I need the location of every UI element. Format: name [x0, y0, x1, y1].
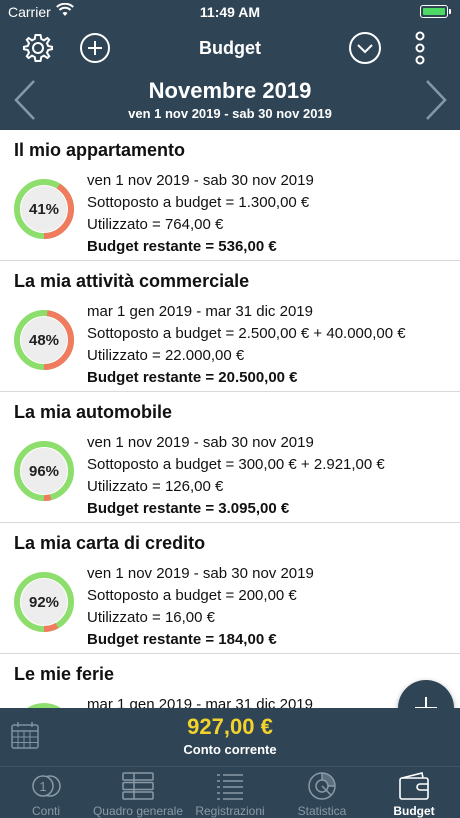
budget-budgeted: Sottoposto a budget = 2.500,00 € + 40.00… [87, 325, 406, 342]
budget-card[interactable]: Le mie ferie mar 1 gen 2019 - mar 31 dic… [0, 654, 460, 708]
app-header: Carrier 11:49 AM Budget [0, 0, 460, 130]
budget-remaining: Budget restante = 3.095,00 € [87, 500, 290, 517]
budget-progress-ring [14, 179, 74, 239]
budget-card[interactable]: La mia automobile 96% ven 1 nov 2019 - s… [0, 392, 460, 523]
chevron-left-icon[interactable] [10, 78, 40, 122]
tab-budget[interactable]: Budget [368, 767, 460, 818]
budget-card[interactable]: La mia attività commerciale 48% mar 1 ge… [0, 261, 460, 392]
budget-progress-ring [14, 310, 74, 370]
period-range: ven 1 nov 2019 - sab 30 nov 2019 [128, 106, 332, 121]
budget-budgeted: Sottoposto a budget = 1.300,00 € [87, 194, 310, 211]
budget-card[interactable]: Il mio appartamento 41% ven 1 nov 2019 -… [0, 130, 460, 261]
ring-center [21, 186, 67, 232]
budget-remaining: Budget restante = 536,00 € [87, 238, 277, 255]
budget-dates: ven 1 nov 2019 - sab 30 nov 2019 [87, 434, 314, 451]
tab-conti[interactable]: 1 Conti [0, 767, 92, 818]
period-title: Novembre 2019 [148, 78, 312, 103]
wallet-icon [399, 772, 429, 800]
ring-used-arc [14, 310, 74, 370]
status-bar: Carrier 11:49 AM [0, 0, 460, 24]
ring-remaining-arc [27, 703, 61, 708]
budget-used: Utilizzato = 22.000,00 € [87, 347, 245, 364]
tab-label: Budget [393, 804, 435, 818]
tab-label: Registrazioni [195, 804, 265, 818]
wifi-icon [56, 3, 74, 16]
ring-used-arc [14, 572, 74, 632]
budget-budgeted: Sottoposto a budget = 200,00 € [87, 587, 297, 604]
pie-chart-icon [308, 772, 336, 800]
tab-statistica[interactable]: Statistica [276, 767, 368, 818]
budget-name: La mia carta di credito [14, 533, 206, 553]
clock: 11:49 AM [199, 4, 261, 20]
ring-center [21, 317, 67, 363]
budget-progress-ring [14, 572, 74, 632]
budget-remaining: Budget restante = 184,00 € [87, 631, 277, 648]
budget-card[interactable]: La mia carta di credito 92% ven 1 nov 20… [0, 523, 460, 654]
account-bar[interactable]: 927,00 € Conto corrente [0, 708, 460, 766]
chevron-down-circle-button[interactable] [347, 30, 383, 66]
ring-used-arc [14, 179, 74, 239]
ring-used-arc [14, 441, 74, 501]
budget-name: La mia attività commerciale [14, 271, 250, 291]
budget-used: Utilizzato = 126,00 € [87, 478, 224, 495]
account-balance: 927,00 € [187, 714, 273, 739]
budget-percent: 96% [28, 462, 60, 480]
tab-label: Quadro generale [92, 804, 184, 818]
ring-center [21, 579, 67, 625]
budget-budgeted: Sottoposto a budget = 300,00 € + 2.921,0… [87, 456, 385, 473]
budget-percent: 41% [28, 200, 60, 218]
budget-name: Il mio appartamento [14, 140, 186, 160]
ring-center [21, 448, 67, 494]
budget-name: Le mie ferie [14, 664, 115, 684]
tab-bar: 1 Conti Quadro generale Registrazioni [0, 766, 460, 818]
budget-dates: ven 1 nov 2019 - sab 30 nov 2019 [87, 565, 314, 582]
budget-dates: ven 1 nov 2019 - sab 30 nov 2019 [87, 172, 314, 189]
budget-percent: 48% [28, 331, 60, 349]
coins-icon: 1 [32, 775, 61, 797]
budget-percent: 92% [28, 593, 60, 611]
tab-registrazioni[interactable]: Registrazioni [184, 767, 276, 818]
battery-icon [420, 5, 451, 18]
budget-used: Utilizzato = 764,00 € [87, 216, 224, 233]
page-title: Budget [199, 38, 261, 58]
more-vertical-icon[interactable] [402, 30, 438, 66]
chevron-right-icon[interactable] [421, 78, 451, 122]
tab-label: Statistica [297, 804, 347, 818]
toolbar: Budget [0, 28, 460, 68]
budget-list: Il mio appartamento 41% ven 1 nov 2019 -… [0, 130, 460, 708]
add-circle-button[interactable] [77, 30, 113, 66]
svg-text:1: 1 [39, 779, 46, 794]
carrier-label: Carrier [8, 4, 51, 20]
tab-quadro-generale[interactable]: Quadro generale [92, 767, 184, 818]
budget-remaining: Budget restante = 20.500,00 € [87, 369, 298, 386]
overview-icon [122, 772, 154, 800]
budget-progress-ring [14, 703, 74, 708]
list-icon [217, 774, 243, 800]
settings-gear-icon[interactable] [20, 30, 56, 66]
budget-used: Utilizzato = 16,00 € [87, 609, 215, 626]
tab-label: Conti [31, 804, 60, 818]
calendar-icon[interactable] [10, 720, 40, 750]
budget-dates: mar 1 gen 2019 - mar 31 dic 2019 [87, 696, 313, 708]
budget-name: La mia automobile [14, 402, 173, 422]
budget-progress-ring [14, 441, 74, 501]
account-name: Conto corrente [183, 742, 277, 757]
period-navigator: Novembre 2019 ven 1 nov 2019 - sab 30 no… [0, 76, 460, 128]
budget-dates: mar 1 gen 2019 - mar 31 dic 2019 [87, 303, 313, 320]
